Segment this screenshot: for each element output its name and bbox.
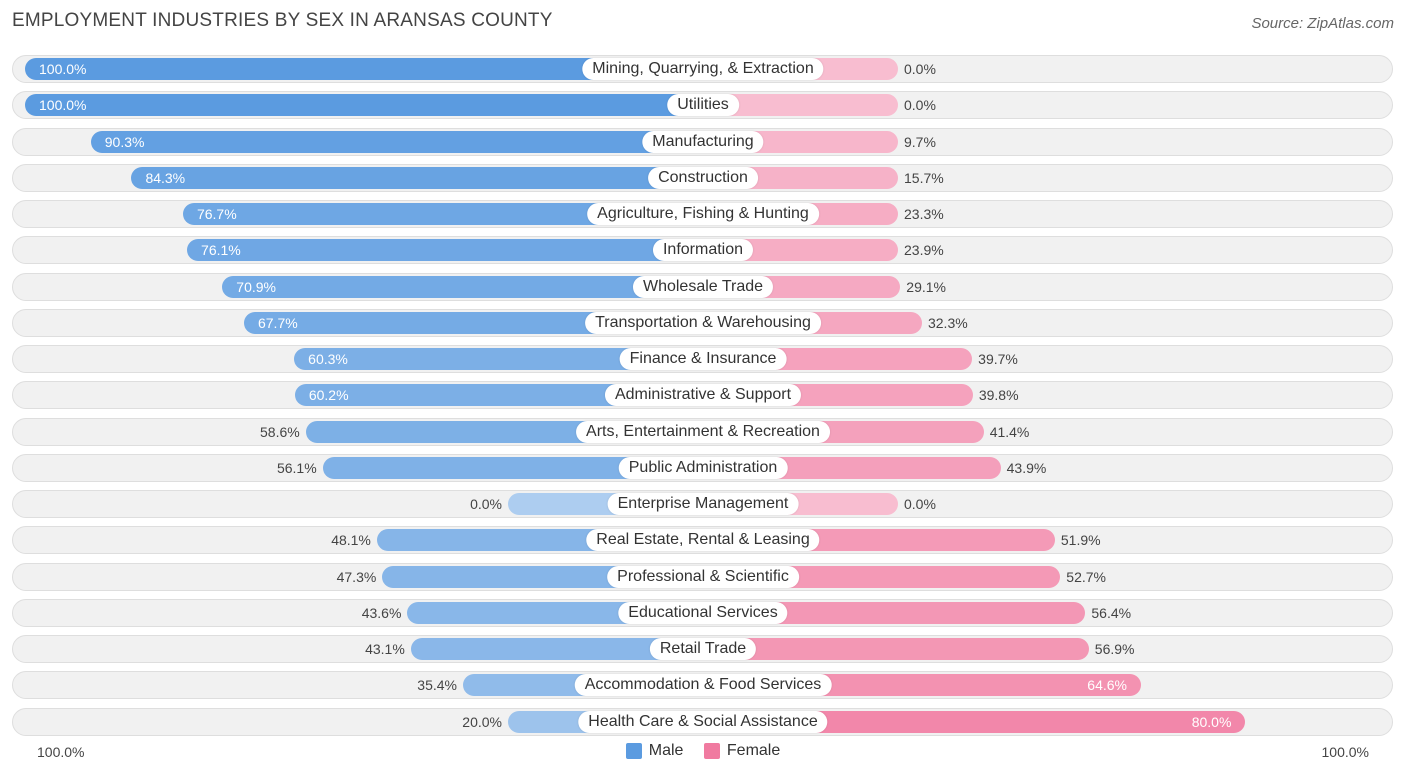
axis-left-label: 100.0% (37, 744, 85, 760)
category-label: Health Care & Social Assistance (578, 710, 828, 733)
value-label-male: 90.3% (104, 133, 145, 150)
value-label-female: 56.4% (1091, 604, 1132, 621)
value-label-male: 20.0% (462, 713, 502, 730)
category-label: Manufacturing (642, 130, 764, 153)
bar-male (25, 58, 703, 80)
value-label-male: 35.4% (417, 677, 457, 694)
value-label-female: 51.9% (1060, 532, 1101, 549)
value-label-female: 41.4% (989, 423, 1030, 440)
bar-male (410, 638, 703, 660)
category-label: Information (652, 239, 754, 262)
category-label: Arts, Entertainment & Recreation (576, 420, 830, 443)
chart-source: Source: ZipAtlas.com (1251, 15, 1394, 32)
value-label-male: 70.9% (236, 278, 276, 295)
chart-title: EMPLOYMENT INDUSTRIES BY SEX IN ARANSAS … (12, 10, 553, 31)
value-label-female: 32.3% (927, 314, 968, 331)
value-label-female: 0.0% (904, 61, 936, 77)
value-label-female: 29.1% (906, 278, 946, 295)
value-label-female: 15.7% (904, 169, 944, 186)
category-label: Administrative & Support (604, 384, 802, 407)
category-label: Transportation & Warehousing (585, 311, 821, 334)
value-label-male: 58.6% (260, 423, 300, 440)
bar-male (182, 203, 703, 225)
value-label-female: 39.7% (978, 351, 1018, 367)
bar-male (25, 94, 703, 117)
category-label: Wholesale Trade (632, 275, 774, 298)
value-label-male: 47.3% (336, 568, 377, 585)
value-label-male: 60.3% (308, 351, 348, 367)
category-label: Utilities (667, 94, 739, 117)
category-label: Accommodation & Food Services (574, 674, 832, 697)
value-label-male: 43.1% (365, 641, 405, 657)
category-label: Mining, Quarrying, & Extraction (582, 58, 824, 80)
value-label-male: 100.0% (39, 61, 87, 77)
value-label-male: 76.1% (201, 242, 241, 259)
axis-right-label: 100.0% (1321, 744, 1369, 760)
bar-female (703, 601, 1086, 624)
legend-swatch-male (625, 743, 642, 759)
bar-female (703, 710, 1246, 733)
value-label-female: 23.9% (904, 242, 944, 259)
legend: Male Female (0, 742, 1406, 764)
value-label-female: 52.7% (1066, 568, 1106, 585)
value-label-male: 76.7% (196, 206, 237, 222)
value-label-female: 0.0% (904, 97, 936, 114)
bar-male (187, 239, 703, 262)
category-label: Retail Trade (649, 638, 757, 660)
category-label: Construction (648, 166, 758, 189)
legend-label-female: Female (726, 742, 781, 759)
value-label-female: 23.3% (904, 206, 944, 222)
value-label-male: 60.2% (308, 387, 349, 404)
bar-male (294, 384, 703, 407)
legend-item-male: Male (625, 742, 684, 760)
value-label-female: 0.0% (904, 496, 936, 512)
bar-female (703, 638, 1089, 660)
legend-swatch-female (703, 743, 720, 759)
category-label: Public Administration (618, 456, 788, 479)
category-label: Professional & Scientific (607, 565, 799, 588)
value-label-female: 56.9% (1094, 641, 1135, 657)
bar-female (703, 94, 898, 117)
value-label-female: 39.8% (978, 387, 1019, 404)
value-label-female: 64.6% (1087, 677, 1127, 694)
value-label-male: 84.3% (145, 169, 186, 186)
bar-male (294, 348, 703, 370)
value-label-male: 43.6% (361, 604, 402, 621)
value-label-male: 56.1% (276, 459, 317, 476)
category-label: Finance & Insurance (619, 348, 787, 370)
category-label: Real Estate, Rental & Leasing (586, 529, 820, 552)
bar-male (90, 130, 703, 153)
value-label-female: 43.9% (1006, 459, 1047, 476)
value-label-female: 80.0% (1191, 713, 1232, 730)
legend-label-male: Male (648, 742, 684, 759)
bar-male (222, 275, 703, 298)
category-label: Agriculture, Fishing & Hunting (587, 203, 819, 225)
value-label-male: 48.1% (331, 532, 371, 549)
category-label: Enterprise Management (607, 493, 799, 515)
value-label-male: 0.0% (470, 496, 502, 512)
category-label: Educational Services (618, 601, 788, 624)
bar-male (322, 456, 703, 479)
value-label-male: 67.7% (257, 314, 298, 331)
value-label-male: 100.0% (39, 97, 87, 114)
bar-male (131, 166, 703, 189)
value-label-female: 9.7% (904, 133, 936, 150)
legend-item-female: Female (703, 742, 781, 760)
